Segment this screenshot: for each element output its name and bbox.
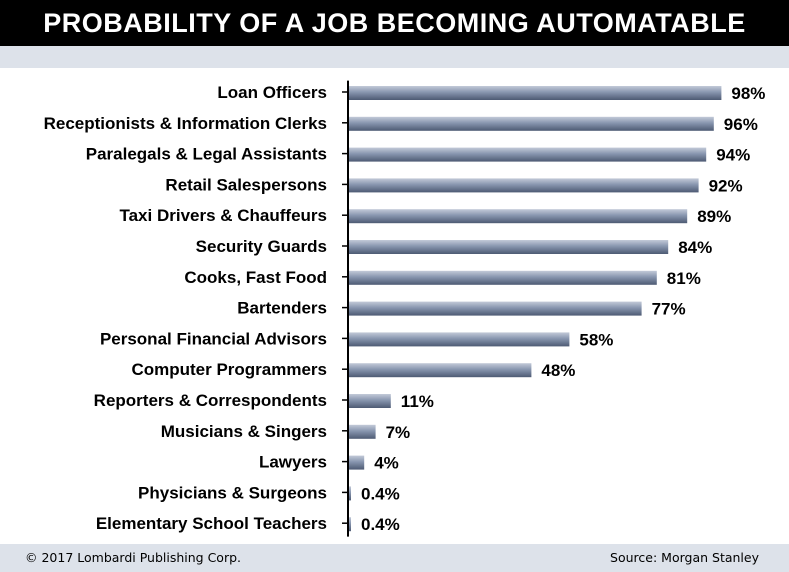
bar: [349, 147, 707, 162]
bar: [349, 517, 351, 532]
bar: [349, 240, 669, 254]
category-label: Musicians & Singers: [161, 422, 327, 441]
category-label: Retail Salespersons: [165, 175, 327, 194]
bars: [349, 86, 722, 532]
bar: [349, 86, 722, 100]
category-label: Elementary School Teachers: [96, 514, 327, 533]
category-label: Lawyers: [259, 453, 327, 472]
category-label: Receptionists & Information Clerks: [44, 114, 327, 133]
bar: [349, 209, 688, 224]
source-text: Source: Morgan Stanley: [610, 550, 759, 565]
value-label: 4%: [374, 454, 399, 473]
value-label: 7%: [386, 423, 411, 442]
value-label: 94%: [716, 146, 750, 165]
bar-chart: Loan Officers Receptionists & Information…: [44, 80, 765, 537]
bar: [349, 363, 532, 378]
category-label: Personal Financial Advisors: [100, 329, 327, 348]
category-label: Taxi Drivers & Chauffeurs: [119, 206, 327, 225]
value-label: 77%: [652, 300, 686, 319]
value-label: 84%: [678, 238, 712, 257]
chart-area: Loan Officers Receptionists & Information…: [0, 68, 789, 544]
value-label: 96%: [724, 115, 758, 134]
category-label: Bartenders: [237, 299, 327, 318]
y-axis: [342, 80, 349, 537]
value-label: 92%: [709, 176, 743, 195]
category-label: Loan Officers: [217, 83, 327, 102]
value-label: 0.4%: [361, 484, 400, 503]
category-label: Paralegals & Legal Assistants: [86, 145, 327, 164]
value-labels: 98% 96% 94% 92% 89% 84% 81% 77% 58%48% 11% 7% 4% 0.4…: [361, 84, 765, 534]
bar: [349, 394, 391, 408]
bar: [349, 424, 376, 439]
chart-title: PROBABILITY OF A JOB BECOMING AUTOMATABL…: [0, 0, 789, 46]
value-label: 98%: [731, 84, 765, 103]
value-label: 58%: [579, 330, 613, 349]
bar: [349, 116, 714, 131]
category-label: Physicians & Surgeons: [138, 483, 327, 502]
value-label: 0.4%: [361, 515, 400, 534]
category-label: Security Guards: [196, 237, 327, 256]
footer: © 2017 Lombardi Publishing Corp. Source:…: [0, 544, 789, 572]
copyright-text: © 2017 Lombardi Publishing Corp.: [25, 550, 242, 565]
value-label: 81%: [667, 269, 701, 288]
value-label: 11%: [401, 392, 434, 411]
category-labels: Loan Officers Receptionists & Information…: [44, 83, 327, 533]
header-band: [0, 46, 789, 68]
bar: [349, 301, 642, 316]
bar: [349, 178, 699, 193]
value-label: 48%: [541, 361, 575, 380]
bar: [349, 455, 365, 470]
category-label: Cooks, Fast Food: [184, 268, 327, 287]
bar: [349, 486, 351, 501]
category-label: Computer Programmers: [131, 360, 327, 379]
value-label: 89%: [697, 207, 731, 226]
category-label: Reporters & Correspondents: [94, 391, 327, 410]
bar: [349, 270, 657, 285]
bar: [349, 332, 570, 347]
